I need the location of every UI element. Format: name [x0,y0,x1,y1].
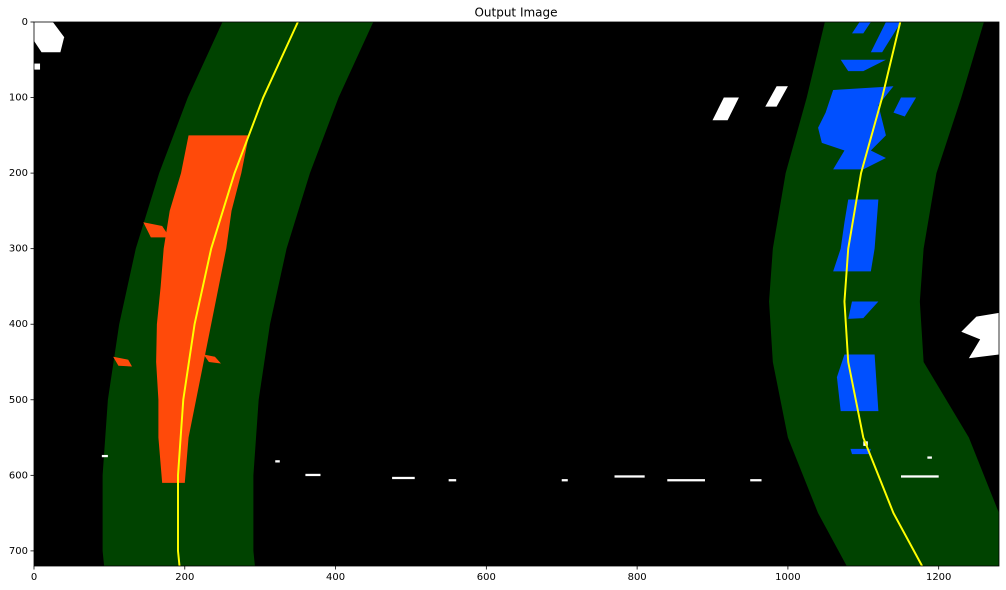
left-lane-pixels [113,356,133,367]
x-tick-label: 600 [477,572,496,583]
x-tick-label: 800 [628,572,647,583]
y-tick-label: 700 [9,546,28,557]
chart-title: Output Image [474,6,557,20]
image [34,21,1000,567]
y-tick-label: 0 [22,17,28,28]
x-tick-label: 0 [31,572,37,583]
y-tick-label: 200 [9,168,28,179]
y-tick-label: 600 [9,470,28,481]
axes-frame [33,21,1000,567]
noise-pixels [34,22,1000,482]
left-lane-pixels [143,222,170,238]
x-tick-label: 400 [326,572,345,583]
x-tick-label: 1000 [775,572,800,583]
y-tick-label: 100 [9,93,28,104]
left-lane-fit [177,21,299,567]
y-tick-label: 300 [9,244,28,255]
left-lane-pixels [203,354,221,364]
left-lane-pixels [156,135,249,483]
y-tick-label: 500 [9,395,28,406]
x-tick-label: 1200 [926,572,951,583]
right-lane-pixels [818,22,917,455]
y-tick-label: 400 [9,319,28,330]
x-tick-label: 200 [175,572,194,583]
right-lane-fit [843,21,923,567]
right-lane-band [769,22,1000,567]
